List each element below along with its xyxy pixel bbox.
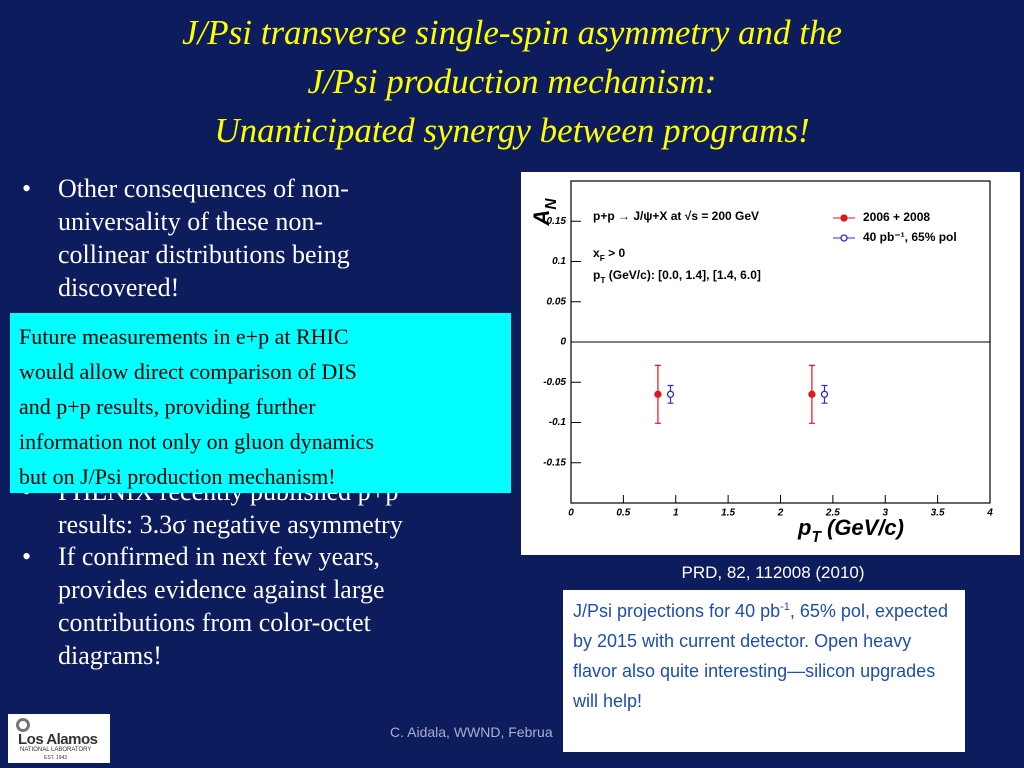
x-tick-label: 3.5 (931, 508, 945, 519)
bullet-line: results: 3.3σ negative asymmetry (58, 510, 403, 539)
note-box: J/Psi projections for 40 pb-1, 65% pol, … (563, 590, 965, 752)
x-tick-label: 2 (777, 508, 784, 519)
y-tick-label: -0.15 (543, 457, 566, 468)
text-part: (GeV/c): [0.0, 1.4], [1.4, 6.0] (605, 268, 760, 282)
text-part: > 0 (605, 246, 626, 260)
callout-line: and p+p results, providing further (19, 394, 316, 419)
title-line: J/Psi transverse single-spin asymmetry a… (181, 13, 843, 52)
bullet-lines: Other consequences of non-universality o… (58, 172, 502, 304)
text-part: p+p → J/ψ+X at √s = 200 GeV (593, 209, 759, 223)
text-part: (GeV/c) (821, 515, 904, 540)
callout-line: but on J/Psi production mechanism! (19, 464, 336, 489)
data-point (666, 390, 675, 398)
legend-marker (840, 214, 848, 222)
chart-panel: 0 0.5 1 1.5 2 2.5 3 3.5 4 -0.15 -0.1 -0.05 0 0.05 0.1 0… (521, 172, 1020, 555)
bullet-line: If confirmed in next few years, (58, 542, 380, 571)
logo-subtext: EST. 1943 (44, 755, 68, 761)
caption: PRD, 82, 112008 (2010) (681, 563, 865, 582)
subscript: T (600, 275, 606, 285)
callout-line: information not only on gluon dynamics (19, 429, 375, 454)
y-axis-label: AN (529, 198, 560, 227)
y-tick-label: -0.05 (543, 377, 566, 388)
legend-label: 2006 + 2008 (863, 210, 930, 224)
subscript: T (811, 529, 822, 546)
x-tick-label: 1 (673, 508, 679, 519)
x-tick-label: 4 (986, 508, 993, 519)
title-line: Unanticipated synergy between programs! (214, 111, 810, 150)
annotation: xF > 0 (593, 246, 625, 263)
bullet: • If confirmed in next few years, provides… (22, 540, 502, 672)
annotation: pT (GeV/c): [0.0, 1.4], [1.4, 6.0] (593, 268, 761, 285)
slide-title: J/Psi transverse single-spin asymmetry a… (0, 8, 1024, 155)
text-part: x (593, 246, 600, 260)
x-tick-label: 2.5 (825, 508, 840, 519)
logo: Los Alamos NATIONAL LABORATORY EST. 1943 (8, 714, 110, 763)
logo-text: Los Alamos (18, 731, 98, 748)
bullet-line: Other consequences of non- (58, 174, 349, 203)
y-tick-label: -0.1 (549, 417, 567, 428)
bullet-line: provides evidence against large (58, 575, 385, 604)
y-tick-label: 0.05 (547, 296, 567, 307)
text-part: A (529, 210, 554, 227)
y-tick-label: 0.1 (552, 256, 566, 267)
text-part: p (797, 515, 811, 540)
callout-line: would allow direct comparison of DIS (19, 359, 357, 384)
subscript: F (600, 253, 605, 263)
legend-marker (840, 234, 848, 242)
legend-label: 40 pb⁻¹, 65% pol (863, 230, 957, 244)
chart: 0 0.5 1 1.5 2 2.5 3 3.5 4 -0.15 -0.1 -0.05 0 0.05 0.1 0… (529, 180, 993, 546)
bullet-dot: • (22, 174, 32, 203)
x-axis-label: pT (GeV/c) (797, 515, 904, 546)
logo-mark (16, 718, 30, 732)
logo-subtext: NATIONAL LABORATORY (20, 747, 92, 753)
title-line: J/Psi production mechanism: (307, 62, 717, 101)
annotation: p+p → J/ψ+X at √s = 200 GeV (593, 209, 759, 223)
bullet-line: contributions from color-octet (58, 608, 371, 637)
data-point (808, 390, 816, 398)
text-part: p (593, 268, 600, 282)
x-tick-label: 0.5 (616, 508, 630, 519)
footer: C. Aidala, WWND, Februa (390, 724, 553, 740)
y-tick-label: 0.15 (547, 216, 567, 227)
x-tick-label: 3 (882, 508, 888, 519)
bullet-line: collinear distributions being (58, 240, 350, 269)
callout-line: Future measurements in e+p at RHIC (19, 324, 349, 349)
x-tick-label: 1.5 (721, 508, 735, 519)
subscript: N (543, 198, 560, 210)
note-superscript: -1 (780, 601, 790, 613)
bullet-lines: If confirmed in next few years, provides … (58, 540, 502, 672)
bullet-line: diagrams! (58, 641, 162, 670)
callout-box: Future measurements in e+p at RHIC would … (10, 313, 511, 493)
note-text: , 65% pol, expected by 2015 with current… (573, 601, 948, 711)
data-point (820, 390, 829, 398)
bullet-line: discovered! (58, 273, 180, 302)
bullet: • Other consequences of non-universality … (22, 172, 502, 304)
bullet-dot: • (22, 542, 32, 571)
bullet-line: universality of these non- (58, 207, 323, 236)
x-tick-label: 0 (568, 508, 574, 519)
note-text: J/Psi projections for 40 pb (573, 601, 781, 621)
y-tick-label: 0 (560, 337, 566, 348)
data-point (654, 390, 662, 398)
